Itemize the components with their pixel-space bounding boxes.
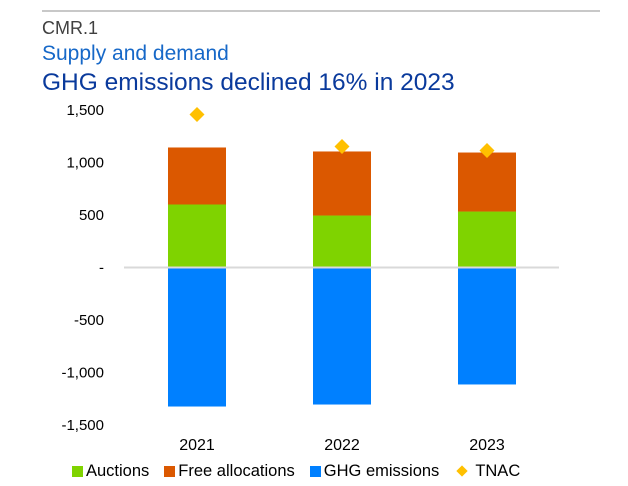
tnac-marker-2023 — [479, 143, 495, 159]
legend-item-auctions: Auctions — [72, 461, 149, 481]
bar-free-allocations-2022 — [313, 151, 371, 216]
x-axis: 2021 2022 2023 — [179, 437, 505, 454]
top-rule — [42, 10, 600, 12]
x-tick-label: 2021 — [179, 437, 215, 454]
bar-auctions-2022 — [313, 215, 371, 268]
figure-id: CMR.1 — [42, 18, 99, 38]
chart-title: GHG emissions declined 16% in 2023 — [42, 69, 455, 96]
y-tick-label: -1,500 — [61, 417, 104, 434]
y-axis: 1,500 1,000 500 - -500 -1,000 -1,500 — [61, 102, 104, 434]
tnac-marker-2021 — [189, 107, 205, 123]
bar-ghg-emissions-2022 — [313, 267, 371, 405]
legend-label: Auctions — [86, 462, 150, 480]
tnac-marker-2022 — [334, 139, 350, 155]
diamond-icon — [456, 465, 468, 477]
bar-auctions-2021 — [168, 204, 226, 268]
legend-item-free-allocations: Free allocations — [164, 461, 295, 481]
legend-item-ghg-emissions: GHG emissions — [309, 461, 440, 481]
bar-ghg-emissions-2021 — [168, 267, 226, 407]
legend-label: TNAC — [475, 462, 521, 480]
y-tick-label: -500 — [74, 312, 104, 329]
legend-swatch-auctions — [72, 465, 83, 477]
legend: Auctions Free allocations GHG emissions … — [72, 461, 535, 481]
bar-ghg-emissions-2023 — [458, 267, 516, 385]
chart-subtitle: Supply and demand — [42, 42, 229, 65]
bar-free-allocations-2023 — [458, 152, 516, 212]
x-tick-label: 2022 — [324, 437, 360, 454]
y-tick-label: -1,000 — [61, 365, 104, 382]
legend-swatch-free-allocations — [164, 465, 176, 477]
y-tick-label: - — [99, 260, 104, 277]
bar-free-allocations-2021 — [168, 147, 226, 205]
y-tick-label: 500 — [79, 207, 104, 224]
y-tick-label: 1,500 — [66, 102, 104, 119]
bars — [168, 147, 516, 407]
tnac-markers — [189, 107, 495, 159]
x-tick-label: 2023 — [469, 437, 505, 454]
legend-item-tnac: TNAC — [454, 461, 520, 481]
legend-label: Free allocations — [178, 462, 295, 480]
bar-auctions-2023 — [458, 211, 516, 268]
y-tick-label: 1,000 — [66, 155, 104, 172]
legend-label: GHG emissions — [323, 462, 440, 480]
legend-swatch-ghg-emissions — [309, 465, 321, 477]
